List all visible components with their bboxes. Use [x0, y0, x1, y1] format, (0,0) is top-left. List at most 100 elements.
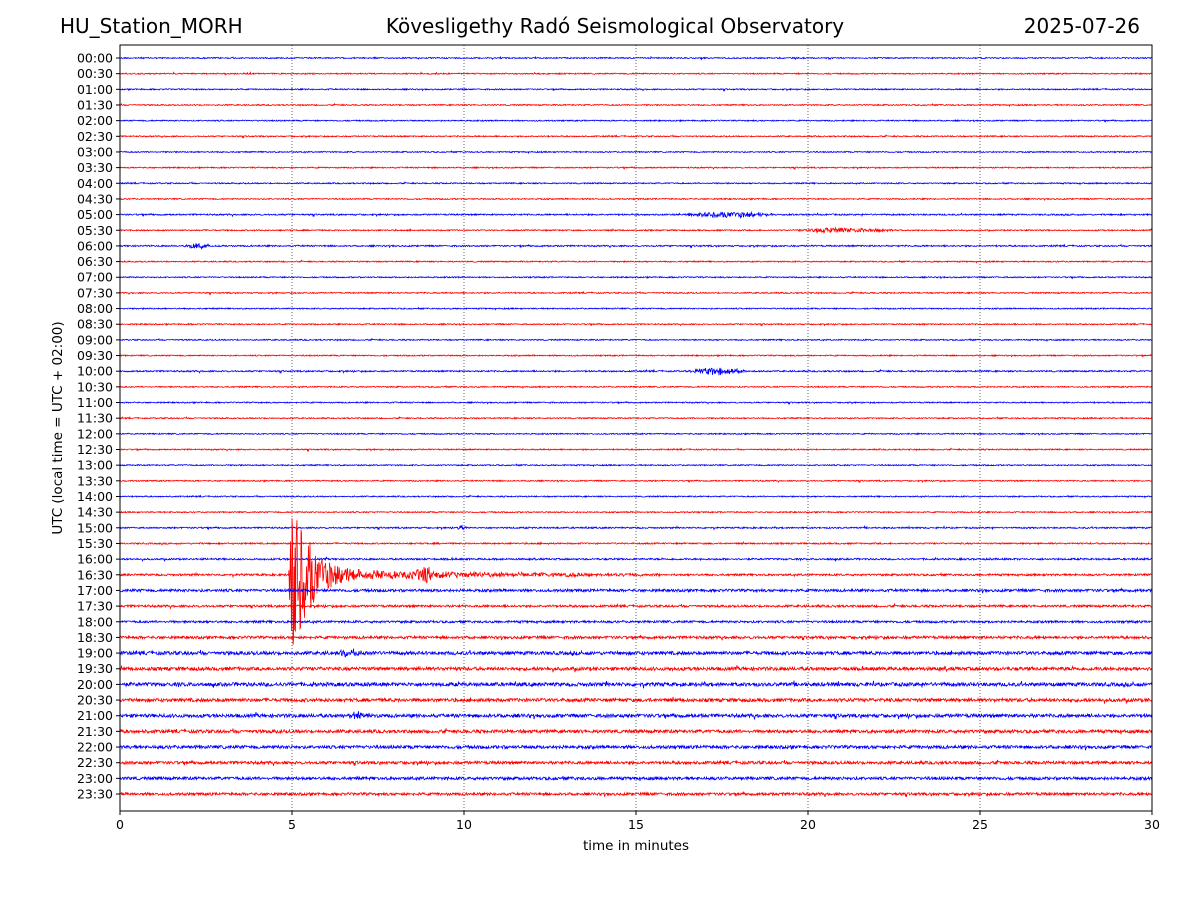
trace-1900 — [120, 648, 1153, 658]
y-tick-label: 22:30 — [77, 755, 113, 770]
trace-0800 — [119, 306, 1153, 311]
x-axis-label: time in minutes — [583, 838, 689, 854]
observatory-title: Kövesligethy Radó Seismological Observat… — [385, 14, 845, 38]
y-tick-label: 08:00 — [77, 301, 113, 316]
y-tick-label: 12:00 — [77, 426, 113, 441]
y-tick-label: 08:30 — [77, 317, 113, 332]
trace-1030 — [119, 384, 1153, 390]
y-tick-label: 10:30 — [77, 379, 113, 394]
trace-0430 — [119, 197, 1153, 201]
trace-1530 — [119, 540, 1153, 546]
y-tick-label: 19:30 — [77, 661, 113, 676]
x-tick-label: 20 — [800, 817, 816, 832]
y-tick-label: 07:30 — [77, 285, 113, 300]
trace-1800 — [119, 619, 1153, 625]
trace-1330 — [119, 479, 1153, 484]
trace-0200 — [119, 119, 1153, 123]
y-tick-label: 11:00 — [77, 395, 113, 410]
y-tick-label: 15:30 — [77, 536, 113, 551]
y-tick-label: 18:30 — [77, 630, 113, 645]
y-axis-label: UTC (local time = UTC + 02:00) — [50, 321, 66, 534]
y-tick-label: 02:00 — [77, 113, 113, 128]
y-tick-label: 13:30 — [77, 473, 113, 488]
seismogram-traces — [119, 55, 1153, 798]
trace-1100 — [119, 400, 1153, 405]
x-tick-label: 0 — [116, 817, 124, 832]
y-tick-label: 18:00 — [77, 614, 113, 629]
trace-1930 — [119, 665, 1153, 673]
y-tick-label: 06:00 — [77, 238, 113, 253]
trace-0000 — [120, 55, 1153, 61]
trace-0900 — [119, 337, 1153, 343]
y-tick-label: 13:00 — [77, 458, 113, 473]
y-tick-label: 20:30 — [77, 693, 113, 708]
y-tick-label: 03:30 — [77, 160, 113, 175]
trace-2130 — [119, 728, 1153, 735]
trace-2330 — [119, 790, 1153, 798]
trace-0630 — [119, 259, 1153, 264]
trace-2000 — [119, 680, 1153, 689]
y-tick-label: 09:30 — [77, 348, 113, 363]
y-tick-label: 17:00 — [77, 583, 113, 598]
trace-0130 — [119, 102, 1153, 108]
y-tick-label: 02:30 — [77, 129, 113, 144]
trace-2100 — [119, 711, 1153, 720]
x-tick-label: 15 — [628, 817, 644, 832]
y-tick-label: 22:00 — [77, 740, 113, 755]
y-tick-label: 11:30 — [77, 411, 113, 426]
trace-1230 — [119, 447, 1153, 452]
trace-0700 — [119, 275, 1152, 280]
trace-0530 — [119, 226, 1152, 234]
y-tick-label: 05:30 — [77, 223, 113, 238]
trace-0400 — [119, 181, 1153, 186]
trace-2300 — [120, 775, 1153, 782]
date-label: 2025-07-26 — [1023, 14, 1140, 38]
y-tick-label: 10:00 — [77, 364, 113, 379]
y-tick-label: 04:00 — [77, 176, 113, 191]
y-tick-label: 21:00 — [77, 708, 113, 723]
trace-0730 — [119, 290, 1153, 296]
trace-1000 — [119, 367, 1153, 376]
y-tick-label: 23:00 — [77, 771, 113, 786]
y-tick-label: 01:00 — [77, 82, 113, 97]
y-tick-label: 06:30 — [77, 254, 113, 269]
trace-0930 — [119, 353, 1153, 358]
trace-0330 — [119, 165, 1153, 170]
y-ticks: 00:0000:3001:0001:3002:0002:3003:0003:30… — [77, 51, 120, 802]
y-tick-label: 01:30 — [77, 97, 113, 112]
x-tick-label: 30 — [1144, 817, 1160, 832]
trace-0230 — [119, 134, 1153, 139]
y-tick-label: 23:30 — [77, 787, 113, 802]
trace-1730 — [119, 602, 1153, 610]
y-tick-label: 17:30 — [77, 599, 113, 614]
trace-0830 — [119, 322, 1153, 327]
y-tick-label: 05:00 — [77, 207, 113, 222]
y-tick-label: 21:30 — [77, 724, 113, 739]
y-tick-label: 09:00 — [77, 332, 113, 347]
y-tick-label: 14:00 — [77, 489, 113, 504]
grid-lines — [291, 45, 981, 811]
trace-1400 — [119, 494, 1153, 499]
trace-0100 — [119, 87, 1153, 92]
x-tick-label: 25 — [972, 817, 988, 832]
trace-0030 — [119, 70, 1153, 76]
x-ticks: 0 5 10 15 20 25 30 — [116, 811, 1160, 832]
trace-1700 — [119, 587, 1153, 594]
y-tick-label: 12:30 — [77, 442, 113, 457]
station-name: HU_Station_MORH — [60, 14, 243, 38]
trace-1430 — [119, 510, 1153, 515]
trace-1600 — [119, 556, 1153, 563]
y-tick-label: 03:00 — [77, 144, 113, 159]
x-tick-label: 5 — [288, 817, 296, 832]
y-tick-label: 15:00 — [77, 520, 113, 535]
trace-0600 — [119, 242, 1153, 251]
trace-1300 — [119, 463, 1153, 468]
y-tick-label: 00:00 — [77, 51, 113, 66]
trace-1200 — [119, 432, 1153, 436]
y-tick-label: 19:00 — [77, 646, 113, 661]
trace-2030 — [119, 696, 1153, 704]
y-tick-label: 00:30 — [77, 66, 113, 81]
trace-0300 — [119, 150, 1153, 155]
y-tick-label: 16:00 — [77, 552, 113, 567]
